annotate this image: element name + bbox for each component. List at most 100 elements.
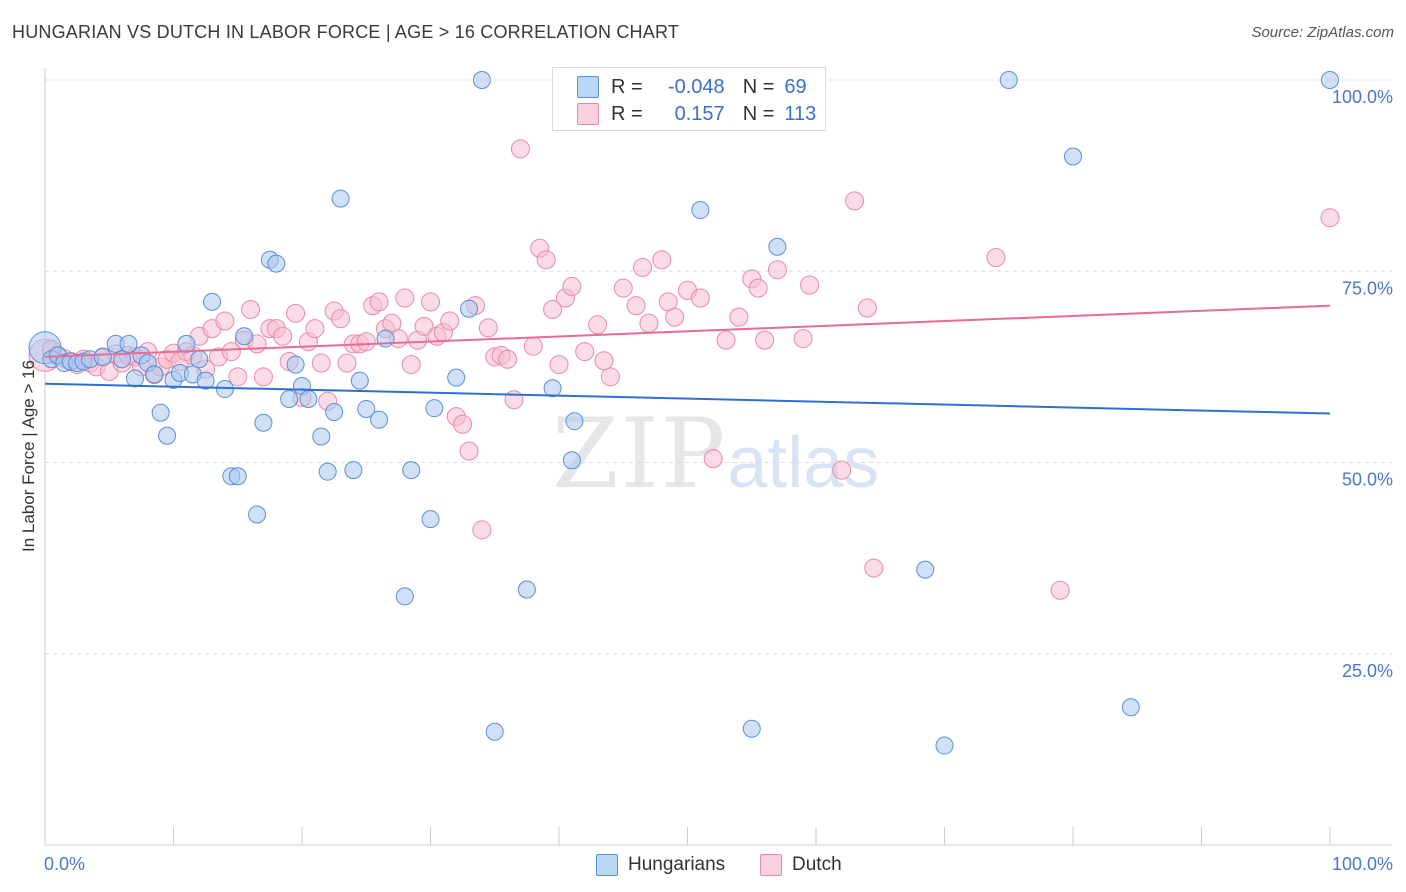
hungarian-point	[248, 505, 267, 524]
dutch-point	[228, 367, 248, 387]
hungarian-point	[472, 71, 491, 89]
dutch-point	[286, 303, 306, 323]
dutch-trend-line	[44, 304, 1331, 358]
dutch-point	[331, 309, 351, 329]
hungarian-trend-line	[44, 382, 1331, 415]
hungarian-point	[402, 461, 421, 480]
hungarian-point	[999, 71, 1018, 89]
hungarian-point	[350, 371, 369, 390]
dutch-point	[241, 300, 261, 319]
bottom-legend-swatch-hungarians	[596, 854, 618, 876]
hungarian-point	[543, 379, 562, 398]
hungarian-point	[344, 461, 363, 480]
hungarian-point	[370, 410, 389, 429]
dutch-point	[716, 330, 736, 350]
legend-swatch-hungarians	[577, 76, 599, 98]
hungarian-point	[119, 334, 138, 353]
legend-n-value: 113	[784, 102, 817, 125]
dutch-point	[311, 353, 331, 373]
dutch-point	[273, 326, 293, 346]
dutch-point	[793, 329, 813, 349]
hungarian-point	[1321, 71, 1339, 89]
dutch-points	[28, 139, 1340, 600]
hungarian-point	[562, 451, 581, 470]
legend-r-label: R =	[611, 102, 643, 125]
dutch-point	[748, 278, 768, 298]
y-axis-label: In Labor Force | Age > 16	[19, 360, 38, 552]
hungarian-point	[485, 722, 504, 741]
chart-source: Source: ZipAtlas.com	[1251, 24, 1394, 41]
dutch-point	[562, 277, 582, 297]
dutch-point	[767, 260, 787, 280]
dutch-point	[652, 250, 672, 270]
dutch-point	[472, 520, 492, 540]
dutch-point	[613, 278, 633, 298]
dutch-point	[832, 460, 852, 480]
grid-lines	[45, 79, 1392, 655]
dutch-point	[665, 307, 685, 327]
hungarian-point	[517, 580, 536, 599]
dutch-point	[800, 275, 820, 295]
dutch-point	[421, 292, 440, 312]
hungarian-point	[145, 365, 164, 384]
dutch-point	[633, 257, 653, 277]
hungarian-point	[935, 736, 954, 755]
dutch-point	[337, 353, 357, 373]
dutch-point	[510, 139, 530, 159]
dutch-point	[729, 307, 749, 327]
dutch-point	[690, 288, 710, 308]
hungarian-point	[177, 334, 196, 353]
y-tick-label: 100.0%	[1332, 87, 1393, 107]
dutch-point	[639, 313, 659, 333]
dutch-point	[523, 336, 543, 356]
dutch-point	[401, 355, 421, 375]
dutch-point	[453, 414, 473, 434]
dutch-point	[440, 311, 460, 331]
bottom-legend-label-dutch: Dutch	[792, 854, 842, 875]
hungarian-point	[196, 371, 215, 390]
hungarian-point	[125, 369, 144, 388]
bottom-legend-dutch: Dutch	[760, 853, 842, 877]
y-tick-label: 50.0%	[1342, 470, 1393, 490]
hungarian-point	[421, 510, 440, 529]
legend-row-dutch: R = 0.157 N = 113	[577, 101, 816, 127]
dutch-point	[600, 367, 620, 387]
dutch-point	[356, 332, 376, 352]
hungarian-point	[425, 399, 444, 418]
dutch-point	[864, 558, 884, 578]
hungarian-point	[742, 719, 761, 738]
hungarian-point	[916, 560, 935, 579]
hungarian-point	[1121, 698, 1140, 717]
dutch-point	[594, 351, 614, 371]
hungarian-point	[158, 426, 177, 445]
hungarian-point	[203, 292, 222, 311]
dutch-point	[1320, 208, 1340, 228]
hungarian-point	[228, 467, 247, 486]
hungarian-point	[190, 350, 209, 369]
hungarian-points	[28, 71, 1339, 755]
axes	[44, 68, 1392, 846]
tick-labels: 25.0% 50.0% 75.0% 100.0% 0.0% 100.0%	[44, 87, 1393, 874]
dutch-point	[703, 449, 723, 469]
dutch-point	[369, 292, 389, 312]
hungarian-point	[312, 427, 331, 446]
dutch-point	[221, 342, 241, 362]
x-tick-label: 100.0%	[1332, 854, 1393, 874]
legend-n-label: N =	[742, 102, 775, 125]
trend-lines	[44, 304, 1331, 415]
legend-n-value: 69	[784, 75, 807, 98]
hungarian-point	[460, 299, 479, 318]
dutch-point	[543, 300, 563, 319]
y-tick-label: 75.0%	[1342, 278, 1393, 298]
dutch-point	[478, 318, 498, 338]
legend-box: R = -0.048 N = 69 R = 0.157 N = 113	[552, 67, 826, 131]
hungarian-point	[254, 413, 273, 432]
hungarian-point	[565, 412, 584, 431]
hungarian-point	[318, 462, 337, 481]
hungarian-point	[151, 403, 170, 422]
hungarian-point	[267, 254, 286, 273]
legend-r-value: 0.157	[674, 102, 725, 125]
dutch-point	[459, 441, 479, 461]
chart-title: HUNGARIAN VS DUTCH IN LABOR FORCE | AGE …	[12, 22, 680, 42]
